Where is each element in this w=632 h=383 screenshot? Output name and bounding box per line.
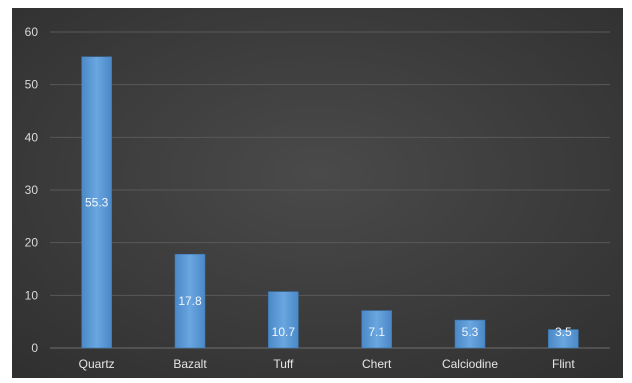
- y-tick-label: 60: [25, 25, 39, 39]
- y-tick-label: 0: [31, 341, 38, 355]
- y-tick-label: 20: [25, 236, 39, 250]
- chart-background: [12, 8, 623, 378]
- x-category-label: Tuff: [273, 357, 294, 371]
- y-tick-label: 30: [25, 183, 39, 197]
- bar-calciodine: [454, 319, 486, 349]
- x-category-label: Calciodine: [442, 357, 498, 371]
- x-category-label: Flint: [552, 357, 575, 371]
- bar-chert: [361, 310, 392, 349]
- data-label: 17.8: [178, 294, 202, 308]
- y-tick-label: 40: [25, 130, 39, 144]
- x-category-label: Bazalt: [173, 357, 207, 371]
- x-category-label: Chert: [362, 357, 392, 371]
- bars: [81, 56, 579, 349]
- bar-quartz: [81, 56, 112, 349]
- x-category-label: Quartz: [79, 357, 115, 371]
- y-tick-label: 50: [25, 78, 39, 92]
- bar-bazalt: [174, 253, 206, 349]
- data-labels: 55.3 17.8 10.7 7.1 5.3 3.5: [85, 195, 572, 339]
- chart-container: 0 10 20 30 40 50 60 55.3 17.8 10.7 7.1 5.3 3.5 Quar…: [12, 8, 623, 378]
- data-label: 7.1: [368, 325, 385, 339]
- bar-flint: [548, 329, 579, 349]
- bar-tuff: [268, 291, 299, 349]
- data-label: 5.3: [462, 325, 479, 339]
- data-label: 55.3: [85, 195, 109, 209]
- data-label: 10.7: [272, 325, 296, 339]
- y-tick-label: 10: [25, 288, 39, 302]
- x-axis-labels: Quartz Bazalt Tuff Chert Calciodine Flint: [79, 357, 576, 371]
- y-axis-ticks: 0 10 20 30 40 50 60: [25, 25, 39, 355]
- data-label: 3.5: [555, 325, 572, 339]
- bar-chart: 0 10 20 30 40 50 60 55.3 17.8 10.7 7.1 5.3 3.5 Quar…: [12, 8, 623, 378]
- gridlines: [50, 31, 610, 349]
